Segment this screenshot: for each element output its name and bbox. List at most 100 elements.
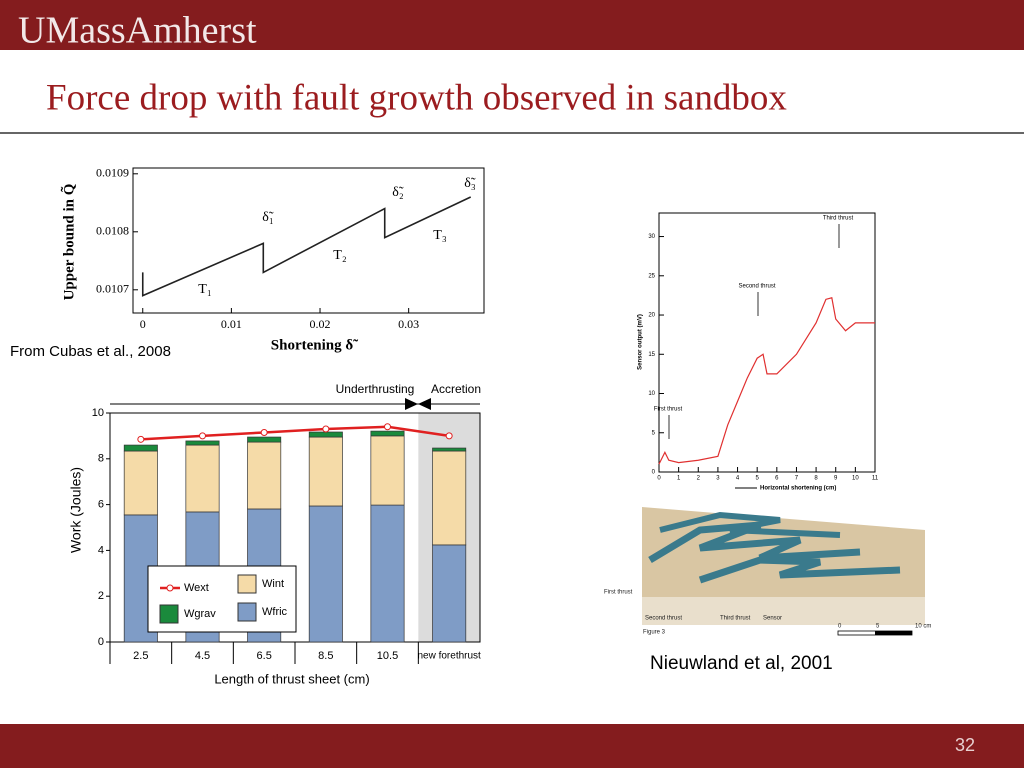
legend-label: Wint xyxy=(262,578,284,590)
x-tick-label: 11 xyxy=(872,476,879,482)
x-tick-label: 9 xyxy=(834,476,838,482)
bar-segment xyxy=(308,431,343,438)
annotation: δ̃₁ xyxy=(262,210,274,225)
y-tick-label: 6 xyxy=(98,499,104,511)
x-tick-label: 3 xyxy=(716,476,720,482)
annotation: Second thrust xyxy=(738,284,775,290)
photo-label: Figure 3 xyxy=(643,630,666,636)
y-tick-label: 8 xyxy=(98,453,104,465)
x-tick-label: 2 xyxy=(697,476,701,482)
y-tick-label: 20 xyxy=(648,313,655,319)
bar-segment xyxy=(432,450,467,546)
plot-frame xyxy=(132,167,485,314)
legend-label: Wfric xyxy=(262,606,288,618)
x-tick-label: 4.5 xyxy=(195,650,210,662)
x-axis-label: Length of thrust sheet (cm) xyxy=(214,671,369,686)
wext-marker xyxy=(260,428,268,436)
y-tick-label: 15 xyxy=(648,352,655,358)
annotation: First thrust xyxy=(654,407,683,413)
annotation: T₃ xyxy=(433,228,447,243)
legend-label: Wext xyxy=(184,582,209,594)
wext-marker xyxy=(322,425,330,433)
wext-line xyxy=(140,425,450,441)
legend-swatch xyxy=(166,584,174,592)
wext-marker xyxy=(445,432,453,440)
photo-label: Sensor xyxy=(763,616,782,622)
annotation: δ̃₃ xyxy=(464,176,476,191)
x-tick-label: new forethrust xyxy=(417,651,481,662)
slide-title: Force drop with fault growth observed in… xyxy=(46,77,787,118)
x-tick-label: 7 xyxy=(795,476,799,482)
y-tick-label: 0.0108 xyxy=(96,224,129,238)
bar-segment xyxy=(247,436,282,443)
bar-segment xyxy=(308,436,343,507)
photo-label: First thrust xyxy=(604,590,633,596)
bar-segment xyxy=(185,440,220,446)
x-tick-label: 0.02 xyxy=(310,317,331,331)
y-tick-label: 0 xyxy=(98,636,104,648)
y-tick-label: 0.0109 xyxy=(96,166,129,180)
photo-label: 10 cm xyxy=(915,624,931,630)
y-tick-label: 10 xyxy=(92,407,104,419)
y-axis-label: Upper bound in Q̃ xyxy=(60,183,77,300)
x-tick-label: 10.5 xyxy=(377,650,398,662)
x-tick-label: 6 xyxy=(775,476,779,482)
photo-label: Second thrust xyxy=(645,616,682,622)
photo-label: 0 xyxy=(838,624,842,630)
photo xyxy=(642,507,925,636)
annotation: Underthrusting xyxy=(336,382,415,396)
x-tick-label: 4 xyxy=(736,476,740,482)
x-tick-label: 0 xyxy=(657,476,661,482)
bar-segment xyxy=(432,447,467,452)
x-tick-label: 0.03 xyxy=(398,317,419,331)
footer-band xyxy=(0,724,1024,768)
logo: UMassAmherst xyxy=(18,10,257,52)
wext-marker xyxy=(384,423,391,431)
caption: From Cubas et al., 2008 xyxy=(10,343,171,360)
x-axis-label: Horizontal shortening (cm) xyxy=(760,486,836,492)
bar-segment xyxy=(432,544,467,643)
y-tick-label: 0 xyxy=(652,470,656,476)
wext-marker xyxy=(199,432,206,440)
annotation: T₂ xyxy=(333,248,347,263)
photo-label: Third thrust xyxy=(720,616,751,622)
y-axis-label: Work (Joules) xyxy=(68,467,84,553)
y-tick-label: 4 xyxy=(98,544,104,556)
legend-swatch xyxy=(159,604,179,624)
y-tick-label: 5 xyxy=(652,430,656,436)
legend-swatch xyxy=(237,574,257,594)
plot-frame xyxy=(658,212,876,473)
annotation: δ̃₂ xyxy=(392,185,404,200)
regime-arrow xyxy=(418,398,431,410)
x-tick-label: 2.5 xyxy=(133,650,148,662)
header-band xyxy=(0,0,1024,50)
x-tick-label: 6.5 xyxy=(257,650,272,662)
bar-segment xyxy=(247,441,282,510)
x-tick-label: 8 xyxy=(814,476,818,482)
bar-segment xyxy=(123,444,158,452)
legend-swatch xyxy=(237,602,257,622)
caption: Nieuwland et al, 2001 xyxy=(650,653,833,674)
regime-arrow xyxy=(405,398,418,410)
bar-segment xyxy=(370,430,405,437)
x-tick-label: 1 xyxy=(677,476,681,482)
y-tick-label: 10 xyxy=(648,391,655,397)
bar-segment xyxy=(123,450,158,516)
y-tick-label: 2 xyxy=(98,590,104,602)
x-tick-label: 0.01 xyxy=(221,317,242,331)
annotation: Third thrust xyxy=(823,216,854,222)
wext-marker xyxy=(137,435,145,443)
x-tick-label: 8.5 xyxy=(318,650,333,662)
annotation: T₁ xyxy=(198,282,211,297)
y-tick-label: 25 xyxy=(648,273,655,279)
y-axis-label: Sensor output (mV) xyxy=(638,314,644,370)
x-tick-label: 10 xyxy=(852,476,859,482)
annotation: Accretion xyxy=(431,382,481,396)
y-tick-label: 0.0107 xyxy=(96,282,129,296)
data-line xyxy=(141,196,472,297)
bar-segment xyxy=(308,505,343,643)
legend-label: Wgrav xyxy=(184,608,216,620)
data-line xyxy=(658,297,875,465)
x-axis-label: Shortening δ̃ xyxy=(271,337,358,353)
